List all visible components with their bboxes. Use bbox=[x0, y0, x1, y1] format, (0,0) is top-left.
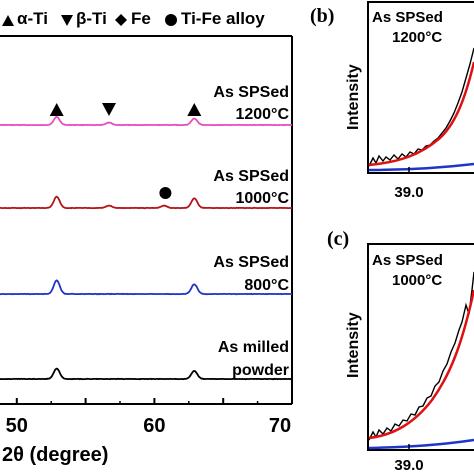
x-tick-label: 50 bbox=[6, 415, 28, 437]
legend-label-beta-ti: β-Ti bbox=[76, 9, 107, 28]
panel-b-label: (b) bbox=[310, 5, 334, 27]
panel-b-measured-line bbox=[368, 47, 474, 167]
inset-panel-c: (c) Intensity As SPSed 1000°C 39.0 bbox=[327, 228, 474, 474]
legend-label-ti-fe-alloy: Ti-Fe alloy bbox=[181, 9, 265, 28]
phase-marker-circle bbox=[159, 187, 172, 199]
legend-marker-ti-fe-alloy bbox=[165, 14, 177, 26]
panel-b-annotation-line2: 1200°C bbox=[392, 29, 442, 46]
legend-marker-beta-ti bbox=[61, 15, 73, 26]
series-line-2 bbox=[0, 195, 293, 210]
panel-c-component-line bbox=[368, 438, 474, 450]
phase-markers bbox=[49, 103, 202, 199]
phase-marker-triangle-up bbox=[49, 103, 64, 116]
panel-b-component-line bbox=[368, 162, 474, 172]
series-label-line1: As SPSed bbox=[213, 254, 289, 271]
panel-b-x-tick-label: 39.0 bbox=[394, 184, 423, 201]
legend-marker-alpha-ti bbox=[2, 15, 14, 26]
series-line-3 bbox=[0, 279, 292, 296]
series-label-line1: As milled bbox=[218, 339, 289, 356]
panel-b-ylabel: Intensity bbox=[345, 64, 362, 130]
series-label-line2: 1000°C bbox=[235, 190, 289, 207]
legend-label-alpha-ti: α-Ti bbox=[17, 9, 48, 28]
phase-marker-triangle-up bbox=[187, 103, 202, 116]
panel-c-label: (c) bbox=[327, 228, 349, 250]
panel-c-fit-line bbox=[368, 289, 474, 440]
legend-marker-fe bbox=[115, 14, 127, 26]
legend: α-Ti β-Ti Fe Ti-Fe alloy bbox=[2, 9, 265, 28]
series-line-4 bbox=[0, 367, 293, 381]
panel-c-annotation-line1: As SPSed bbox=[372, 252, 443, 269]
series-label-line1: As SPSed bbox=[213, 84, 289, 101]
x-tick-label: 60 bbox=[143, 415, 165, 437]
series-label-line2: powder bbox=[232, 362, 289, 379]
phase-marker-triangle-down bbox=[101, 103, 116, 116]
panel-b-frame bbox=[367, 1, 474, 174]
panel-b-annotation-line1: As SPSed bbox=[372, 9, 443, 26]
x-tick-label: 70 bbox=[269, 415, 291, 437]
legend-label-fe: Fe bbox=[131, 9, 151, 28]
inset-panel-b: (b) Intensity As SPSed 1200°C 39.0 bbox=[310, 1, 474, 201]
xrd-series-group: As SPSed 1200°C As SPSed 1000°C As SPSed 800°… bbox=[0, 84, 293, 381]
series-line-1 bbox=[0, 115, 293, 127]
series-label-line2: 1200°C bbox=[235, 106, 289, 123]
panel-c-measured-line bbox=[368, 271, 474, 441]
main-plot: As SPSed 1200°C As SPSed 1000°C As SPSed 800°… bbox=[0, 35, 293, 466]
x-axis-ticks: 50 60 70 bbox=[6, 398, 293, 437]
panel-b-fit-line bbox=[368, 61, 474, 167]
series-label-line1: As SPSed bbox=[213, 168, 289, 185]
panel-c-ylabel: Intensity bbox=[345, 312, 362, 378]
panel-c-frame bbox=[367, 243, 474, 451]
panel-c-x-tick-label: 39.0 bbox=[394, 457, 423, 474]
series-label-line2: 800°C bbox=[244, 277, 289, 294]
panel-c-annotation-line2: 1000°C bbox=[392, 272, 442, 289]
x-axis-title: 2θ (degree) bbox=[2, 444, 108, 466]
